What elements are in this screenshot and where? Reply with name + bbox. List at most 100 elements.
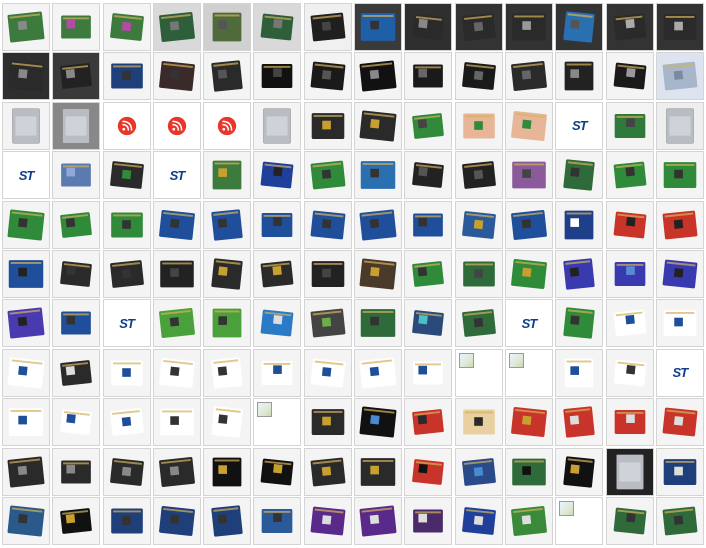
product-thumbnail[interactable] [2,299,50,348]
product-thumbnail[interactable] [555,249,604,298]
product-thumbnail[interactable] [102,200,151,249]
product-thumbnail[interactable] [454,52,503,101]
product-thumbnail[interactable] [203,447,252,496]
product-thumbnail[interactable] [2,348,50,397]
product-thumbnail[interactable] [404,299,453,348]
product-thumbnail[interactable] [454,249,503,298]
product-thumbnail[interactable] [253,299,302,348]
product-thumbnail[interactable] [354,348,403,397]
product-thumbnail[interactable] [52,348,101,397]
product-thumbnail[interactable] [52,398,101,447]
product-thumbnail[interactable] [504,101,553,150]
product-thumbnail[interactable] [52,249,101,298]
product-thumbnail[interactable] [253,447,302,496]
product-thumbnail[interactable] [2,249,50,298]
product-thumbnail[interactable] [52,299,101,348]
product-thumbnail[interactable] [203,52,252,101]
product-thumbnail[interactable] [605,398,654,447]
product-thumbnail[interactable] [203,299,252,348]
product-thumbnail[interactable] [303,496,352,545]
product-thumbnail[interactable] [102,3,151,51]
product-thumbnail[interactable] [52,151,101,200]
product-thumbnail[interactable] [454,398,503,447]
product-thumbnail[interactable] [303,249,352,298]
product-thumbnail[interactable] [354,249,403,298]
product-thumbnail[interactable] [253,249,302,298]
product-thumbnail[interactable]: ST [2,151,50,200]
product-thumbnail[interactable] [504,3,553,51]
product-thumbnail[interactable] [152,101,201,150]
product-thumbnail[interactable] [52,200,101,249]
product-thumbnail[interactable] [655,151,704,200]
product-thumbnail[interactable] [253,496,302,545]
product-thumbnail[interactable] [555,496,604,545]
product-thumbnail[interactable] [504,200,553,249]
product-thumbnail[interactable] [504,447,553,496]
product-thumbnail[interactable]: ST [655,348,704,397]
product-thumbnail[interactable] [102,101,151,150]
product-thumbnail[interactable] [555,398,604,447]
product-thumbnail[interactable] [152,447,201,496]
product-thumbnail[interactable] [454,348,503,397]
product-thumbnail[interactable] [303,52,352,101]
product-thumbnail[interactable] [655,398,704,447]
product-thumbnail[interactable] [655,447,704,496]
product-thumbnail[interactable] [152,3,201,51]
product-thumbnail[interactable] [555,200,604,249]
product-thumbnail[interactable] [354,200,403,249]
product-thumbnail[interactable] [404,249,453,298]
product-thumbnail[interactable] [404,447,453,496]
product-thumbnail[interactable] [555,52,604,101]
product-thumbnail[interactable] [404,151,453,200]
product-thumbnail[interactable] [253,52,302,101]
product-thumbnail[interactable] [253,3,302,51]
product-thumbnail[interactable] [303,101,352,150]
product-thumbnail[interactable] [454,299,503,348]
product-thumbnail[interactable] [303,447,352,496]
product-thumbnail[interactable] [605,447,654,496]
product-thumbnail[interactable] [404,200,453,249]
product-thumbnail[interactable] [203,3,252,51]
product-thumbnail[interactable] [102,447,151,496]
product-thumbnail[interactable] [52,52,101,101]
product-thumbnail[interactable] [152,200,201,249]
product-thumbnail[interactable] [605,348,654,397]
product-thumbnail[interactable] [303,151,352,200]
product-thumbnail[interactable] [102,398,151,447]
product-thumbnail[interactable] [152,398,201,447]
product-thumbnail[interactable] [354,299,403,348]
product-thumbnail[interactable] [605,3,654,51]
product-thumbnail[interactable] [152,299,201,348]
product-thumbnail[interactable] [404,52,453,101]
product-thumbnail[interactable] [454,101,503,150]
product-thumbnail[interactable] [655,200,704,249]
product-thumbnail[interactable] [2,101,50,150]
product-thumbnail[interactable] [203,348,252,397]
product-thumbnail[interactable] [605,101,654,150]
product-thumbnail[interactable] [454,447,503,496]
product-thumbnail[interactable] [354,447,403,496]
product-thumbnail[interactable] [303,348,352,397]
product-thumbnail[interactable]: ST [555,101,604,150]
product-thumbnail[interactable] [303,398,352,447]
product-thumbnail[interactable] [454,3,503,51]
product-thumbnail[interactable] [404,496,453,545]
product-thumbnail[interactable] [303,200,352,249]
product-thumbnail[interactable] [504,249,553,298]
product-thumbnail[interactable] [102,151,151,200]
product-thumbnail[interactable] [555,151,604,200]
product-thumbnail[interactable] [504,398,553,447]
product-thumbnail[interactable] [555,3,604,51]
product-thumbnail[interactable] [203,398,252,447]
product-thumbnail[interactable] [152,496,201,545]
product-thumbnail[interactable] [2,447,50,496]
product-thumbnail[interactable] [655,299,704,348]
product-thumbnail[interactable] [52,496,101,545]
product-thumbnail[interactable] [404,398,453,447]
product-thumbnail[interactable] [203,200,252,249]
product-thumbnail[interactable] [2,496,50,545]
product-thumbnail[interactable] [2,398,50,447]
product-thumbnail[interactable] [102,52,151,101]
product-thumbnail[interactable] [605,52,654,101]
product-thumbnail[interactable] [555,447,604,496]
